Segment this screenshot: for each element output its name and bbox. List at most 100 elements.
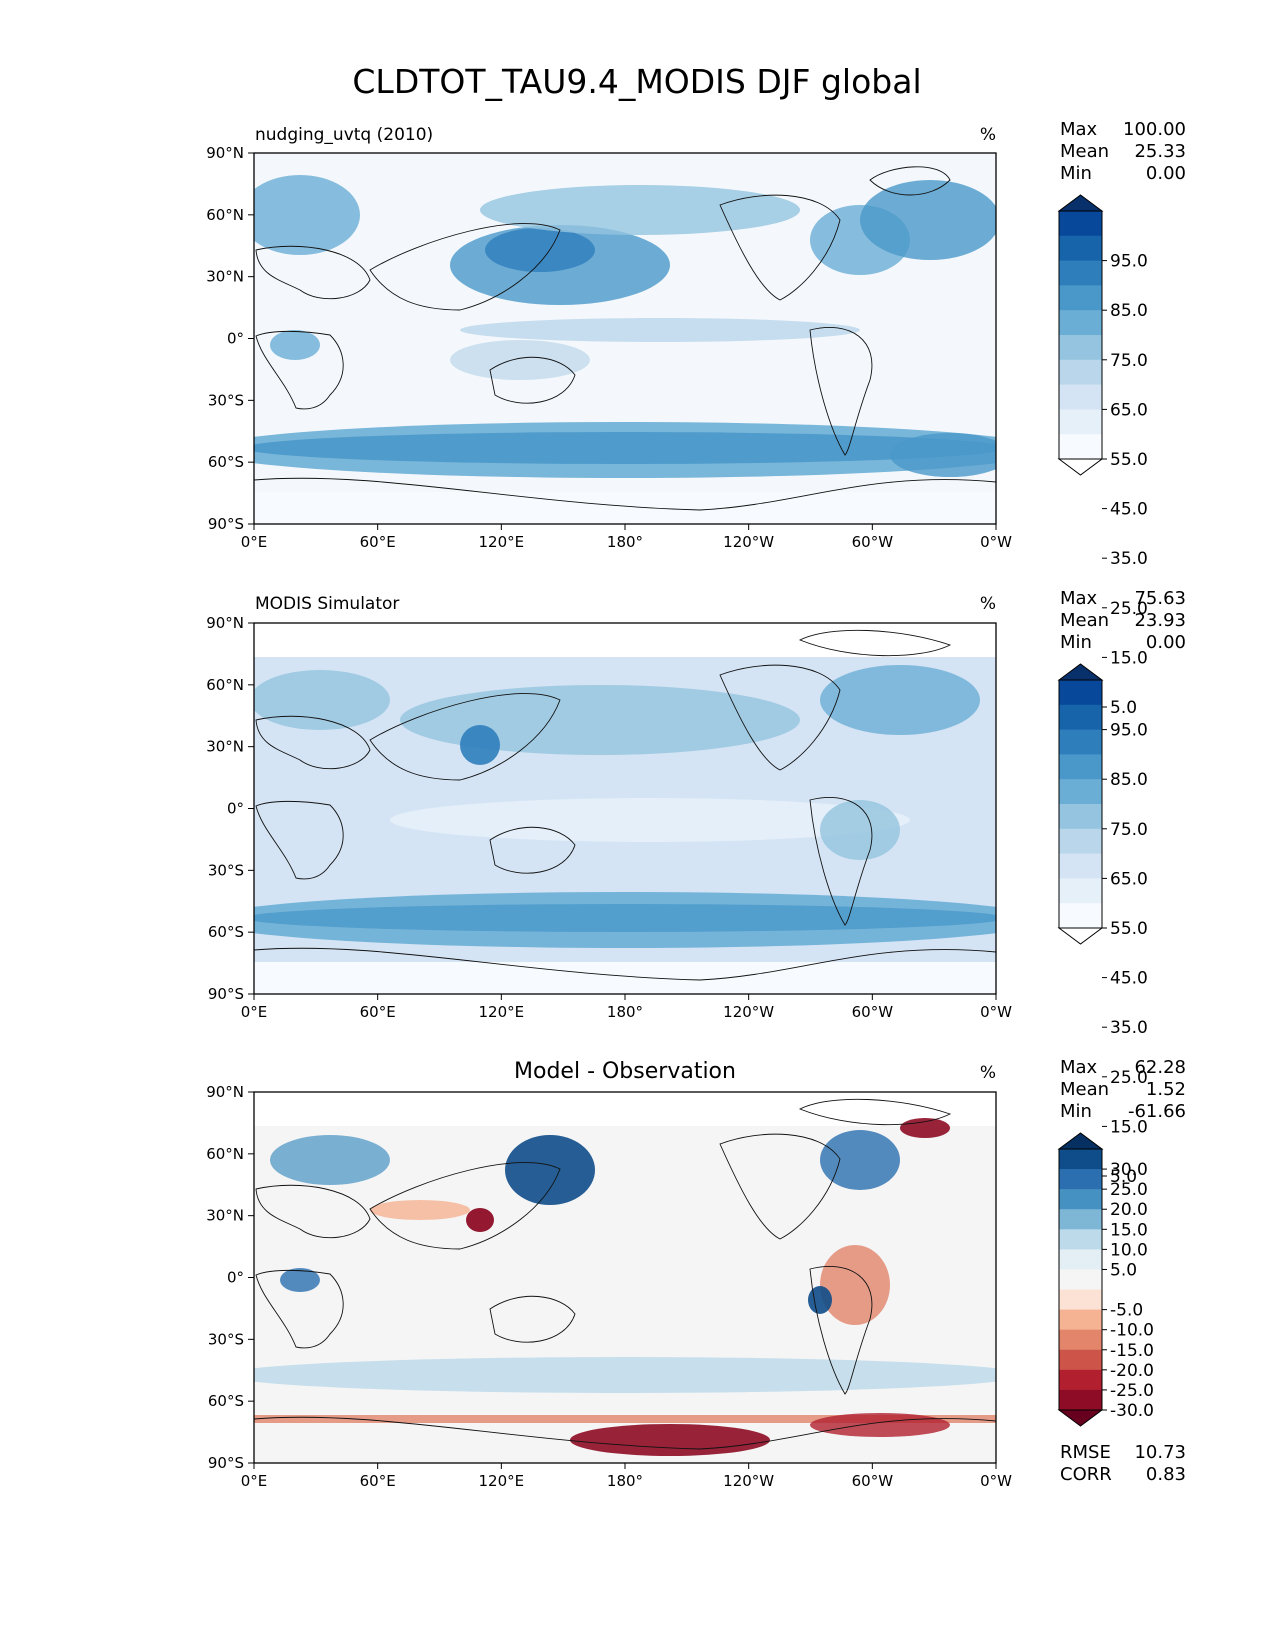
colorbar-segment xyxy=(1059,903,1102,929)
stat-value: 0.00 xyxy=(1146,163,1186,184)
units-label: % xyxy=(980,1063,996,1083)
lon-tick-label: 60°W xyxy=(852,533,894,551)
colorbar-segment xyxy=(1059,853,1102,879)
lat-tick-label: 0° xyxy=(227,800,244,818)
colorbar-tick-label: 55.0 xyxy=(1110,919,1148,939)
colorbar-extend-min xyxy=(1057,1409,1104,1427)
colorbar-tick-label: 35.0 xyxy=(1110,549,1148,569)
stat-value: 75.63 xyxy=(1134,588,1186,609)
map-field xyxy=(254,1092,996,1463)
lat-tick-label: 30°S xyxy=(208,861,244,879)
map-field xyxy=(254,153,996,524)
colorbar-segment xyxy=(1059,1349,1102,1371)
metric-value: 10.73 xyxy=(1134,1442,1186,1463)
colorbar-segment xyxy=(1059,384,1102,410)
coastlines xyxy=(254,166,996,511)
lat-tick-label: 60°N xyxy=(206,1145,244,1163)
lon-axis: 0°E 60°E 120°E 180° 120°W 60°W 0°W xyxy=(241,1463,1012,1490)
lat-tick-label: 30°S xyxy=(208,391,244,409)
lat-tick-label: 90°S xyxy=(208,515,244,533)
colorbar-segment xyxy=(1059,878,1102,904)
colorbar-segment xyxy=(1059,754,1102,780)
colorbar-tick-label: -25.0 xyxy=(1110,1381,1154,1401)
colorbar-segment xyxy=(1059,779,1102,805)
lat-tick-label: 90°S xyxy=(208,985,244,1003)
colorbar-tick-label: 35.0 xyxy=(1110,1018,1148,1038)
lon-axis: 0°E 60°E 120°E 180° 120°W 60°W 0°W xyxy=(241,524,1012,551)
colorbar-segment xyxy=(1059,729,1102,755)
panel-title-left: nudging_uvtq (2010) xyxy=(255,125,433,145)
coastlines xyxy=(254,1098,996,1450)
colorbar-segment xyxy=(1059,1289,1102,1311)
stat-label: Mean xyxy=(1060,610,1109,631)
colorbar-segment xyxy=(1059,1369,1102,1391)
colorbar-tick-label: 65.0 xyxy=(1110,400,1148,420)
lat-tick-label: 90°N xyxy=(206,144,244,162)
colorbar-tick-label: 10.0 xyxy=(1110,1240,1148,1260)
colorbar-frame xyxy=(1058,679,1103,929)
colorbar-tick-label: -5.0 xyxy=(1110,1301,1143,1321)
lon-tick-label: 120°E xyxy=(479,1472,525,1490)
colorbar-tick-label: -20.0 xyxy=(1110,1361,1154,1381)
panel-title-center: Model - Observation xyxy=(514,1059,736,1084)
lon-tick-label: 60°W xyxy=(852,1003,894,1021)
units-label: % xyxy=(980,125,996,145)
colorbar-extend-min xyxy=(1057,927,1104,945)
lat-tick-label: 30°N xyxy=(206,1207,244,1225)
colorbar-tick-label: 15.0 xyxy=(1110,1117,1148,1137)
colorbar-tick-label: 25.0 xyxy=(1110,1180,1148,1200)
colorbar-tick-label: 65.0 xyxy=(1110,869,1148,889)
lon-tick-label: 60°E xyxy=(360,1472,396,1490)
lon-tick-label: 60°E xyxy=(360,533,396,551)
lon-tick-label: 0°E xyxy=(241,1472,268,1490)
colorbar-tick-label: 95.0 xyxy=(1110,252,1148,272)
colorbar-segment xyxy=(1059,1229,1102,1250)
colorbar-tick-label: -10.0 xyxy=(1110,1321,1154,1341)
lon-tick-label: 60°W xyxy=(852,1472,894,1490)
colorbar-segment xyxy=(1059,260,1102,286)
colorbar-segment xyxy=(1059,285,1102,311)
colorbar-segment xyxy=(1059,704,1102,731)
lon-tick-label: 180° xyxy=(607,1003,643,1021)
colorbar-tick-label: 85.0 xyxy=(1110,770,1148,790)
colorbar-segment xyxy=(1059,1249,1102,1270)
panel-difference: Model - Observation % xyxy=(206,1057,1186,1490)
lon-tick-label: 180° xyxy=(607,1472,643,1490)
lat-axis: 90°N 60°N 30°N 0° 30°S 60°S 90°S xyxy=(206,144,254,533)
colorbar-segment xyxy=(1059,828,1102,855)
lat-tick-label: 0° xyxy=(227,1269,244,1287)
stat-value: 0.00 xyxy=(1146,632,1186,653)
metric-label: CORR xyxy=(1060,1464,1112,1485)
coastlines xyxy=(254,629,996,981)
colorbar-segment xyxy=(1059,235,1102,262)
lat-tick-label: 30°N xyxy=(206,738,244,756)
lon-tick-label: 120°W xyxy=(723,1003,774,1021)
stat-value: 100.00 xyxy=(1123,119,1186,140)
stat-label: Max xyxy=(1060,588,1098,609)
colorbar-tick-label: 75.0 xyxy=(1110,351,1148,371)
colorbar-segment xyxy=(1059,1209,1102,1230)
lat-tick-label: 90°N xyxy=(206,1083,244,1101)
colorbar-segment xyxy=(1059,1149,1102,1170)
colorbar-segment xyxy=(1059,335,1102,361)
colorbar-tick-label: 5.0 xyxy=(1110,1260,1137,1280)
colorbar-segment xyxy=(1059,1309,1102,1331)
colorbar-frame xyxy=(1058,1148,1103,1411)
lat-tick-label: 60°S xyxy=(208,1392,244,1410)
colorbar-tick-label: -30.0 xyxy=(1110,1401,1154,1421)
panel-title-left: MODIS Simulator xyxy=(255,594,399,614)
lat-tick-label: 60°N xyxy=(206,206,244,224)
lat-tick-label: 60°N xyxy=(206,676,244,694)
lat-tick-label: 60°S xyxy=(208,923,244,941)
lat-tick-label: 90°S xyxy=(208,1454,244,1472)
lat-axis: 90°N 60°N 30°N 0° 30°S 60°S 90°S xyxy=(206,1083,254,1472)
lon-tick-label: 0°W xyxy=(980,533,1012,551)
metrics-box: RMSE 10.73 CORR 0.83 xyxy=(1060,1442,1186,1485)
lon-tick-label: 0°E xyxy=(241,1003,268,1021)
colorbar: 30.025.020.015.010.05.0-5.0-10.0-15.0-20… xyxy=(1057,1132,1154,1427)
colorbar-extend-max xyxy=(1057,1132,1104,1150)
stat-label: Min xyxy=(1060,1101,1092,1122)
stat-value: 25.33 xyxy=(1134,141,1186,162)
colorbar-tick-label: 25.0 xyxy=(1110,599,1148,619)
stat-label: Max xyxy=(1060,1057,1098,1078)
